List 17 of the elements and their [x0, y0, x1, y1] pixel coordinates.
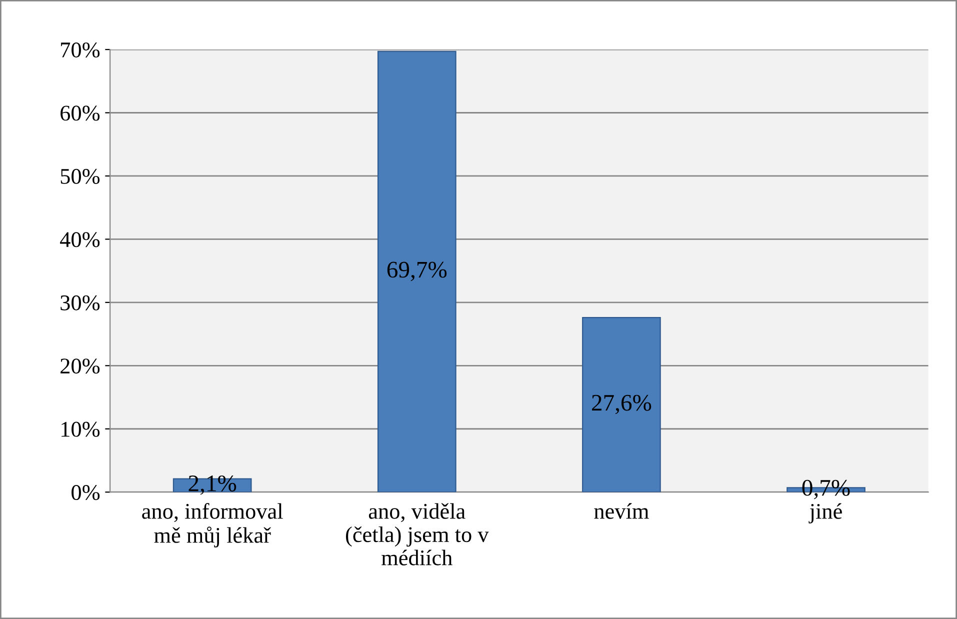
- y-tick-label: 10%: [62, 422, 100, 437]
- y-tick-label: 0%: [72, 485, 100, 500]
- x-tick-label: jiné: [808, 503, 842, 524]
- y-tick-label: 30%: [60, 295, 100, 310]
- y-tick-label: 70%: [61, 42, 100, 58]
- data-label: 69,7%: [387, 262, 447, 282]
- x-tick-label: ano, informoval mě můj lékař: [142, 502, 283, 548]
- bar: [582, 317, 661, 492]
- y-tick-label: 40%: [60, 232, 100, 248]
- data-label: 2,1%: [188, 475, 236, 495]
- bar: [377, 50, 456, 492]
- x-tick-label: nevím: [594, 503, 649, 519]
- y-tick-label: 20%: [60, 358, 100, 374]
- y-tick-label: 50%: [60, 168, 100, 184]
- y-tick-label: 60%: [60, 106, 100, 121]
- data-label: 27,6%: [592, 394, 652, 414]
- x-tick-label: ano, viděla (četla) jsem to v médiích: [346, 503, 489, 566]
